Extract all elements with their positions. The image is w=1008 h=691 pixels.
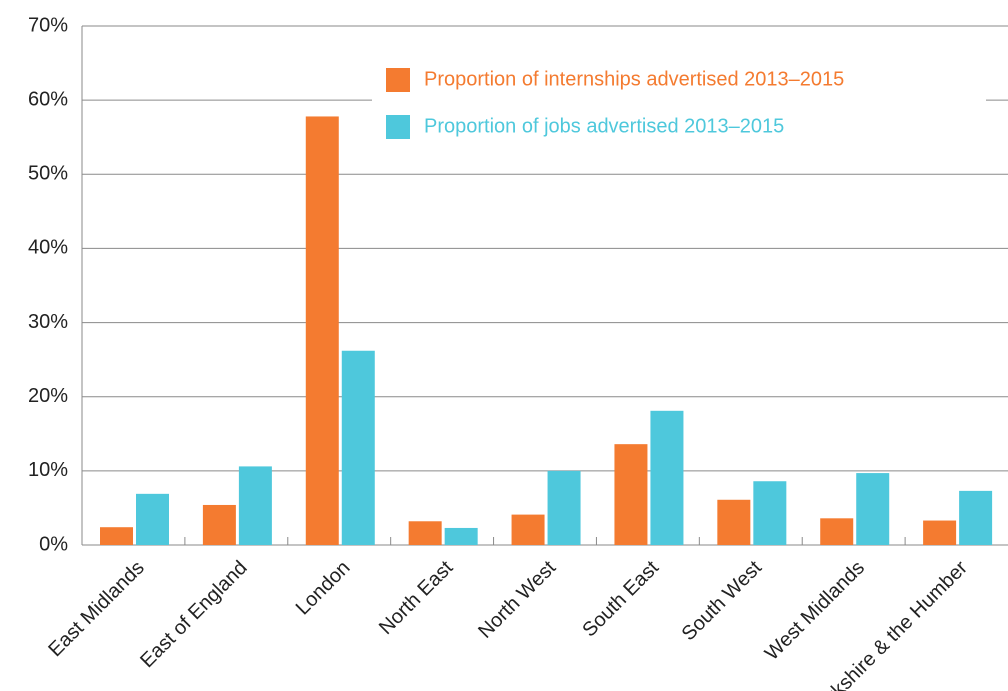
y-tick-label: 50% <box>28 163 68 185</box>
x-tick-label: North West <box>474 556 560 642</box>
x-tick-label: South East <box>578 556 663 641</box>
bar <box>100 527 133 545</box>
y-tick-label: 60% <box>28 88 68 110</box>
x-tick-label: South West <box>678 556 767 645</box>
bar <box>341 350 375 545</box>
bar <box>923 520 957 545</box>
legend-label: Proportion of internships advertised 201… <box>424 68 844 90</box>
legend-swatch <box>386 68 410 92</box>
y-tick-label: 10% <box>28 459 68 481</box>
legend-swatch <box>386 115 410 139</box>
bar <box>444 527 478 545</box>
bar <box>856 473 890 545</box>
bar <box>202 504 236 545</box>
bar <box>614 444 648 545</box>
y-tick-label: 30% <box>28 311 68 333</box>
legend-box <box>372 52 986 148</box>
bar <box>959 490 993 545</box>
x-tick-label: London <box>292 557 355 620</box>
y-tick-label: 70% <box>28 14 68 36</box>
bar <box>820 518 854 545</box>
y-tick-label: 0% <box>39 533 68 555</box>
y-tick-label: 20% <box>28 385 68 407</box>
bar <box>650 410 684 545</box>
bar <box>305 116 339 545</box>
x-tick-label: East of England <box>136 557 251 672</box>
legend-label: Proportion of jobs advertised 2013–2015 <box>424 115 784 137</box>
bar <box>136 493 169 545</box>
bar <box>547 470 581 545</box>
y-tick-label: 40% <box>28 237 68 259</box>
bar <box>408 521 442 545</box>
bar <box>238 466 272 545</box>
x-tick-label: North East <box>375 556 458 639</box>
x-tick-label: Yorkshire & the Humber <box>807 556 972 691</box>
x-tick-label: East Midlands <box>44 557 148 661</box>
x-tick-label: West Midlands <box>761 557 869 665</box>
bar <box>753 481 787 545</box>
bar <box>511 514 545 545</box>
bar <box>717 499 751 545</box>
